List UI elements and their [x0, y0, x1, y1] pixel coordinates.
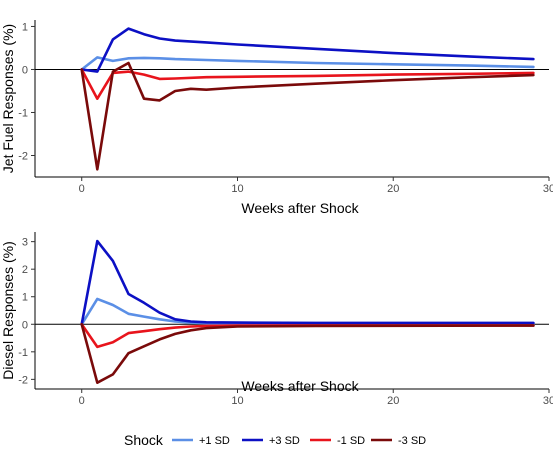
- x-tick-label: 0: [79, 395, 85, 407]
- x-axis-title: Weeks after Shock: [241, 378, 359, 394]
- y-tick-label: 2: [22, 264, 28, 276]
- x-tick-label: 20: [387, 183, 399, 195]
- x-tick-label: 30: [543, 183, 553, 195]
- y-tick-label: 3: [22, 237, 28, 249]
- legend-label-minus-3-sd: -3 SD: [398, 435, 426, 447]
- x-axis-title: Weeks after Shock: [241, 200, 359, 216]
- y-tick-label: 0: [22, 319, 28, 331]
- x-tick-label: 30: [543, 395, 553, 407]
- y-axis-title: Diesel Responses (%): [0, 241, 16, 380]
- series-line-plusminus-3-sd: [80, 27, 535, 73]
- legend-label-plusminus-1-sd: +1 SD: [199, 435, 230, 447]
- legend-title: Shock: [124, 432, 164, 448]
- y-tick-label: -2: [18, 374, 28, 386]
- legend: Shock +1 SD +3 SD -1 SD -3 SD: [124, 432, 426, 448]
- series-line-minus-3-sd: [80, 322, 535, 385]
- legend-label-minus-1-sd: -1 SD: [337, 435, 365, 447]
- y-axis-title: Jet Fuel Responses (%): [0, 24, 16, 173]
- series-line-minus-3-sd: [80, 61, 535, 171]
- y-tick-label: 1: [22, 21, 28, 33]
- series-line-plusminus-1-sd: [80, 56, 535, 71]
- legend-label-plusminus-3-sd: +3 SD: [269, 435, 300, 447]
- x-tick-label: 0: [79, 183, 85, 195]
- series-line-plusminus-3-sd: [80, 239, 535, 326]
- y-tick-label: -1: [18, 347, 28, 359]
- y-tick-label: -1: [18, 107, 28, 119]
- x-tick-label: 10: [231, 183, 243, 195]
- diesel-panel: 0 10 20 30 -2 -1 0 1 2 3 Weeks after Shock Diesel R…: [0, 232, 553, 407]
- jet-fuel-panel: 0 10 20 30 -2 -1 0 1 Weeks after Shock Jet Fuel R…: [0, 20, 553, 216]
- x-tick-label: 20: [387, 395, 399, 407]
- x-tick-label: 10: [231, 395, 243, 407]
- y-tick-label: 1: [22, 292, 28, 304]
- y-tick-label: 0: [22, 64, 28, 76]
- series-line-plusminus-1-sd: [80, 297, 535, 326]
- y-tick-label: -2: [18, 150, 28, 162]
